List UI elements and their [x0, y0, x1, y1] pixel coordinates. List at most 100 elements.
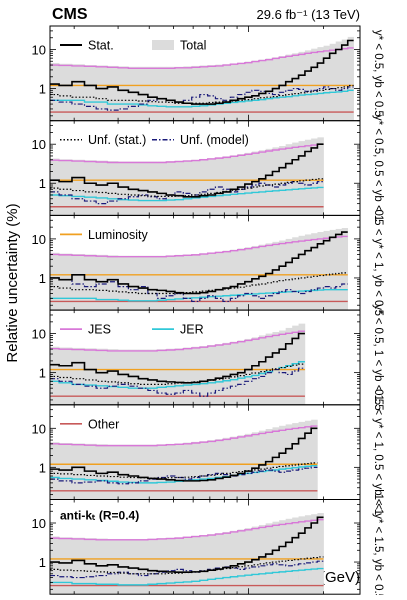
- total-bar: [138, 444, 149, 500]
- total-bar: [84, 538, 97, 595]
- total-bar: [230, 155, 238, 216]
- total-bar: [329, 229, 337, 311]
- total-bar: [215, 64, 224, 121]
- total-bar: [157, 161, 167, 216]
- panel-5: 1 10 1 < y* < 1.5, yb < 0.5 anti-kₜ (R=0.4)…: [32, 494, 384, 600]
- total-bar: [50, 442, 60, 500]
- total-bar: [138, 255, 149, 311]
- total-bar: [84, 65, 97, 121]
- total-bar: [96, 160, 108, 216]
- total-bar: [251, 432, 260, 500]
- total-bar: [317, 47, 324, 121]
- total-bar: [84, 160, 97, 216]
- total-bar: [147, 444, 158, 500]
- unf_stat-line: [50, 462, 318, 479]
- total-bar: [230, 341, 238, 405]
- total-bar: [335, 228, 343, 311]
- total-bar: [230, 436, 238, 500]
- total-bar: [96, 444, 108, 500]
- total-bar: [71, 254, 85, 311]
- stat-line: [50, 332, 305, 384]
- total-bar: [244, 61, 253, 121]
- panel-body-3: [50, 323, 306, 405]
- total-bar: [298, 51, 306, 121]
- total-bar: [285, 518, 293, 595]
- total-bar: [50, 346, 60, 405]
- jer-line: [50, 567, 324, 586]
- stat-line: [50, 231, 348, 295]
- total-bar: [298, 235, 306, 311]
- total-bar: [323, 230, 330, 311]
- total-bar: [199, 253, 208, 311]
- lumi-energy-label: 29.6 fb⁻¹ (13 TeV): [257, 7, 360, 22]
- total-bar: [71, 64, 85, 121]
- unf_model-line: [50, 181, 324, 205]
- total-bar: [222, 156, 231, 216]
- legend-label-lumi: Luminosity: [88, 228, 148, 242]
- y-tick-label: 10: [32, 43, 46, 58]
- y-tick-label: 1: [39, 176, 46, 191]
- y-tick-label: 1: [39, 460, 46, 475]
- jer-line: [50, 89, 354, 108]
- total-bar: [265, 58, 273, 121]
- unf_model-line: [50, 86, 354, 111]
- total-bar: [157, 349, 167, 405]
- total-bar: [157, 255, 167, 311]
- total-bar: [237, 154, 246, 216]
- total-bar: [183, 66, 192, 121]
- total-bar: [292, 142, 299, 216]
- total-bar: [59, 443, 73, 500]
- total-bar: [237, 435, 246, 500]
- total-bar: [237, 248, 246, 311]
- total-bar: [174, 537, 184, 595]
- total-bar: [199, 65, 208, 121]
- y-tick-label: 1: [39, 271, 46, 286]
- total-bar: [279, 520, 286, 595]
- total-bar: [222, 250, 231, 311]
- total-bar: [304, 234, 312, 311]
- total-bar: [59, 537, 73, 595]
- total-bar: [237, 62, 246, 121]
- total-bar: [215, 439, 224, 500]
- total-bar: [199, 441, 208, 500]
- y-tick-label: 1: [39, 82, 46, 97]
- total-bar: [59, 347, 73, 405]
- total-bar: [207, 440, 216, 500]
- unf_stat-line: [50, 556, 324, 575]
- region-label: y* < 0.5, 0.5 < yb < 1: [372, 115, 384, 221]
- total-bar: [298, 141, 306, 216]
- jer-line: [50, 288, 348, 302]
- total-bar: [157, 66, 167, 121]
- y-tick-label: 10: [32, 232, 46, 247]
- y-tick-label: 1: [39, 555, 46, 570]
- total-bar: [59, 159, 73, 216]
- total-bar: [166, 537, 176, 595]
- total-bar: [191, 441, 201, 500]
- total-bar: [174, 66, 184, 121]
- total-bar: [128, 255, 139, 311]
- total-bar: [317, 232, 324, 311]
- total-bar: [222, 64, 231, 121]
- panel-body-0: [50, 36, 354, 121]
- total-bar: [147, 66, 158, 121]
- panel-4: 1 10 Other 0.5 < y* < 1, 0.5 < yb < 1: [32, 389, 384, 515]
- total-bar: [199, 535, 208, 595]
- total-bar: [304, 420, 312, 500]
- total-bar: [258, 150, 266, 216]
- legend-label-total: Total: [180, 39, 206, 53]
- total-bar: [222, 531, 231, 595]
- total-bar: [215, 251, 224, 311]
- total-bar: [292, 325, 299, 405]
- total-bar: [244, 338, 253, 405]
- total-bar: [118, 444, 129, 500]
- panel-1: 1 10 Unf. (stat.) Unf. (model) y* < 0.5, 0.5…: [32, 115, 384, 221]
- panel-body-5: [50, 513, 324, 595]
- total-bar: [207, 158, 216, 216]
- total-bar: [244, 528, 253, 595]
- total-bar: [84, 348, 97, 405]
- total-bar: [191, 254, 201, 311]
- total-bar: [157, 444, 167, 500]
- total-bar: [222, 342, 231, 405]
- total-bar: [244, 247, 253, 311]
- total-bar: [304, 139, 312, 216]
